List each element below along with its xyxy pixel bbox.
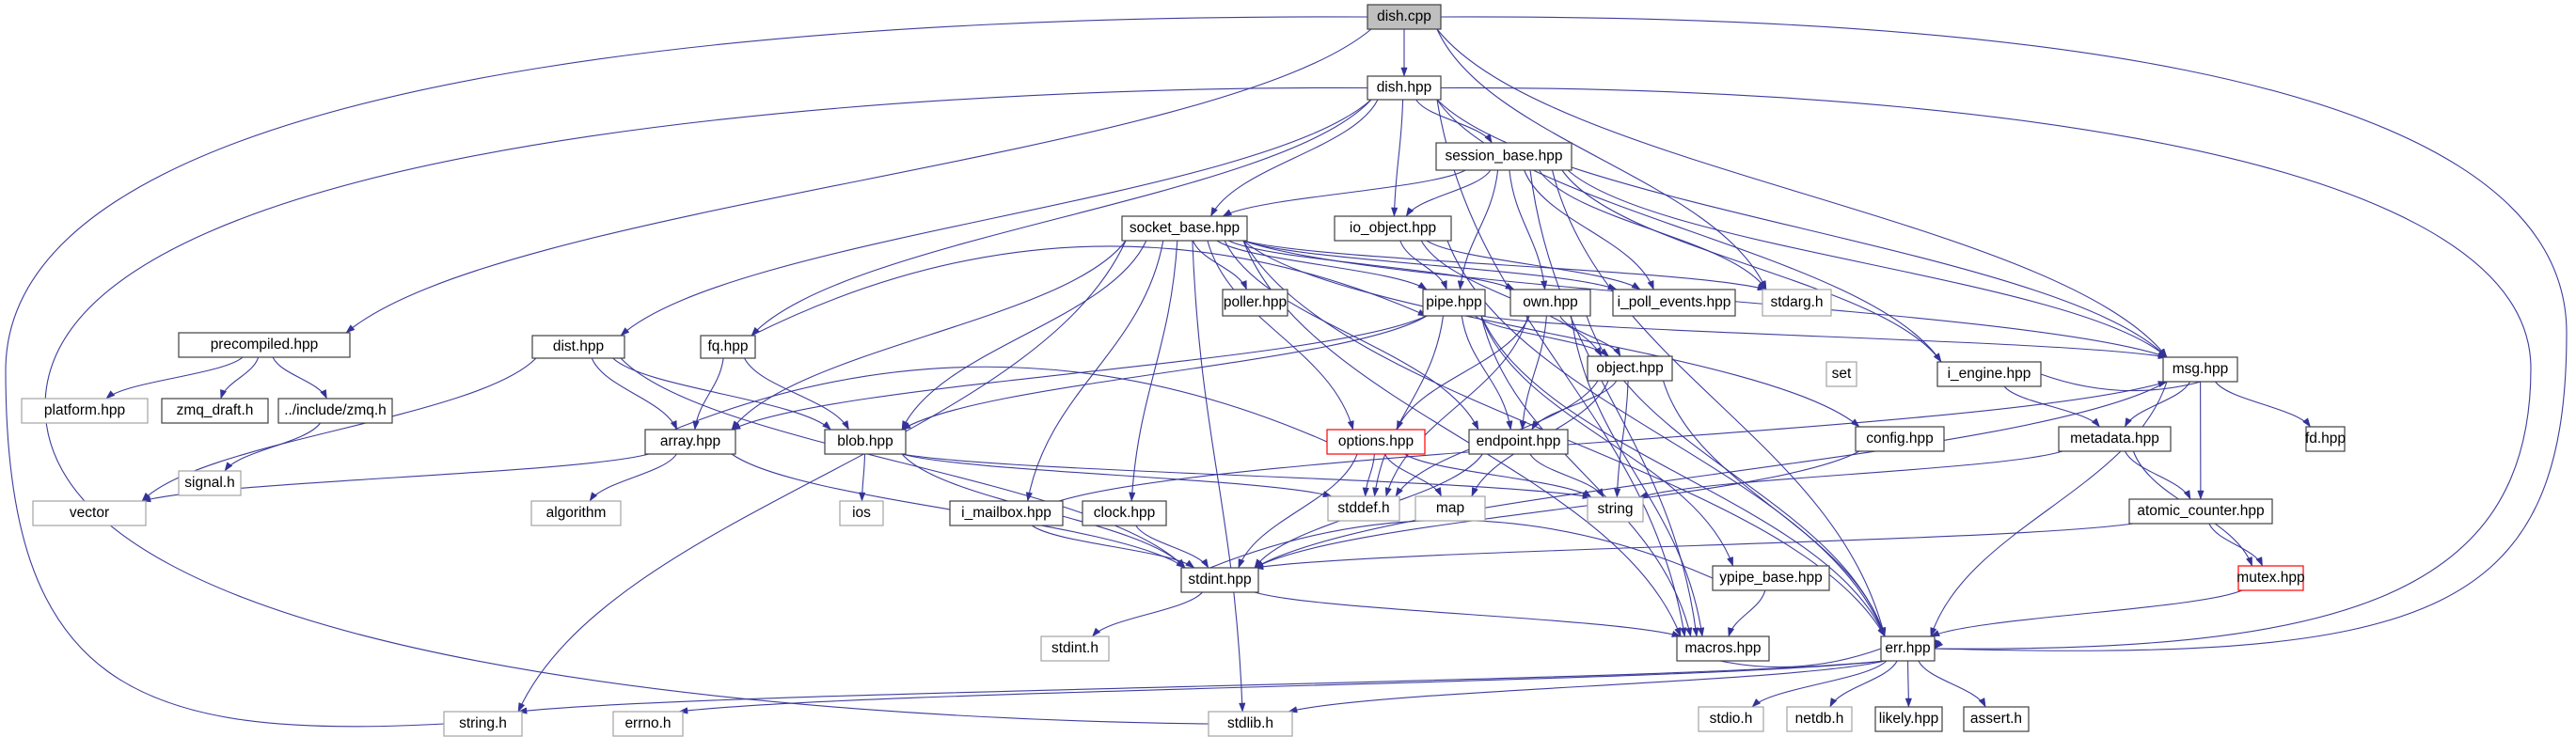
svg-text:fd.hpp: fd.hpp	[2305, 431, 2346, 447]
svg-text:clock.hpp: clock.hpp	[1094, 505, 1155, 521]
svg-text:i_poll_events.hpp: i_poll_events.hpp	[1618, 294, 1731, 310]
svg-text:ypipe_base.hpp: ypipe_base.hpp	[1719, 570, 1822, 586]
svg-text:i_engine.hpp: i_engine.hpp	[1948, 366, 2031, 382]
svg-text:own.hpp: own.hpp	[1523, 294, 1578, 310]
svg-text:msg.hpp: msg.hpp	[2173, 361, 2228, 377]
svg-text:set: set	[1832, 366, 1852, 382]
svg-text:socket_base.hpp: socket_base.hpp	[1130, 220, 1240, 236]
svg-text:errno.h: errno.h	[624, 715, 671, 731]
svg-text:dish.hpp: dish.hpp	[1377, 80, 1432, 96]
svg-text:stddef.h: stddef.h	[1337, 500, 1389, 516]
svg-text:config.hpp: config.hpp	[1866, 431, 1934, 447]
svg-text:pipe.hpp: pipe.hpp	[1426, 294, 1481, 310]
svg-text:netdb.h: netdb.h	[1795, 711, 1844, 727]
svg-text:string.h: string.h	[459, 715, 507, 731]
svg-text:vector: vector	[70, 505, 109, 521]
svg-text:stdint.h: stdint.h	[1051, 640, 1098, 656]
svg-text:atomic_counter.hpp: atomic_counter.hpp	[2137, 503, 2264, 519]
svg-text:mutex.hpp: mutex.hpp	[2236, 570, 2304, 586]
svg-text:precompiled.hpp: precompiled.hpp	[211, 337, 319, 353]
svg-text:fq.hpp: fq.hpp	[707, 338, 748, 354]
svg-text:endpoint.hpp: endpoint.hpp	[1477, 433, 1561, 449]
svg-text:macros.hpp: macros.hpp	[1685, 640, 1762, 656]
svg-text:i_mailbox.hpp: i_mailbox.hpp	[961, 505, 1051, 521]
svg-text:object.hpp: object.hpp	[1596, 360, 1664, 376]
svg-text:likely.hpp: likely.hpp	[1879, 711, 1938, 727]
svg-text:options.hpp: options.hpp	[1338, 433, 1414, 449]
svg-text:stdint.hpp: stdint.hpp	[1188, 572, 1251, 588]
svg-text:stdlib.h: stdlib.h	[1227, 715, 1273, 731]
svg-text:session_base.hpp: session_base.hpp	[1446, 149, 1563, 165]
svg-text:dist.hpp: dist.hpp	[553, 338, 604, 354]
svg-text:assert.h: assert.h	[1970, 711, 2022, 727]
svg-text:algorithm: algorithm	[546, 505, 607, 521]
svg-text:string: string	[1598, 501, 1634, 517]
svg-text:zmq_draft.h: zmq_draft.h	[177, 402, 254, 418]
svg-text:platform.hpp: platform.hpp	[44, 402, 125, 418]
svg-text:err.hpp: err.hpp	[1885, 640, 1930, 656]
svg-text:signal.h: signal.h	[184, 475, 234, 491]
svg-text:io_object.hpp: io_object.hpp	[1350, 220, 1436, 236]
svg-text:map: map	[1436, 500, 1464, 516]
svg-text:ios: ios	[852, 505, 871, 521]
svg-text:array.hpp: array.hpp	[660, 433, 720, 449]
svg-text:poller.hpp: poller.hpp	[1224, 294, 1287, 310]
svg-text:dish.cpp: dish.cpp	[1377, 8, 1431, 24]
svg-text:metadata.hpp: metadata.hpp	[2070, 431, 2159, 447]
svg-text:stdarg.h: stdarg.h	[1770, 294, 1823, 310]
svg-text:stdio.h: stdio.h	[1710, 711, 1753, 727]
svg-text:blob.hpp: blob.hpp	[837, 433, 893, 449]
svg-text:../include/zmq.h: ../include/zmq.h	[284, 402, 387, 418]
